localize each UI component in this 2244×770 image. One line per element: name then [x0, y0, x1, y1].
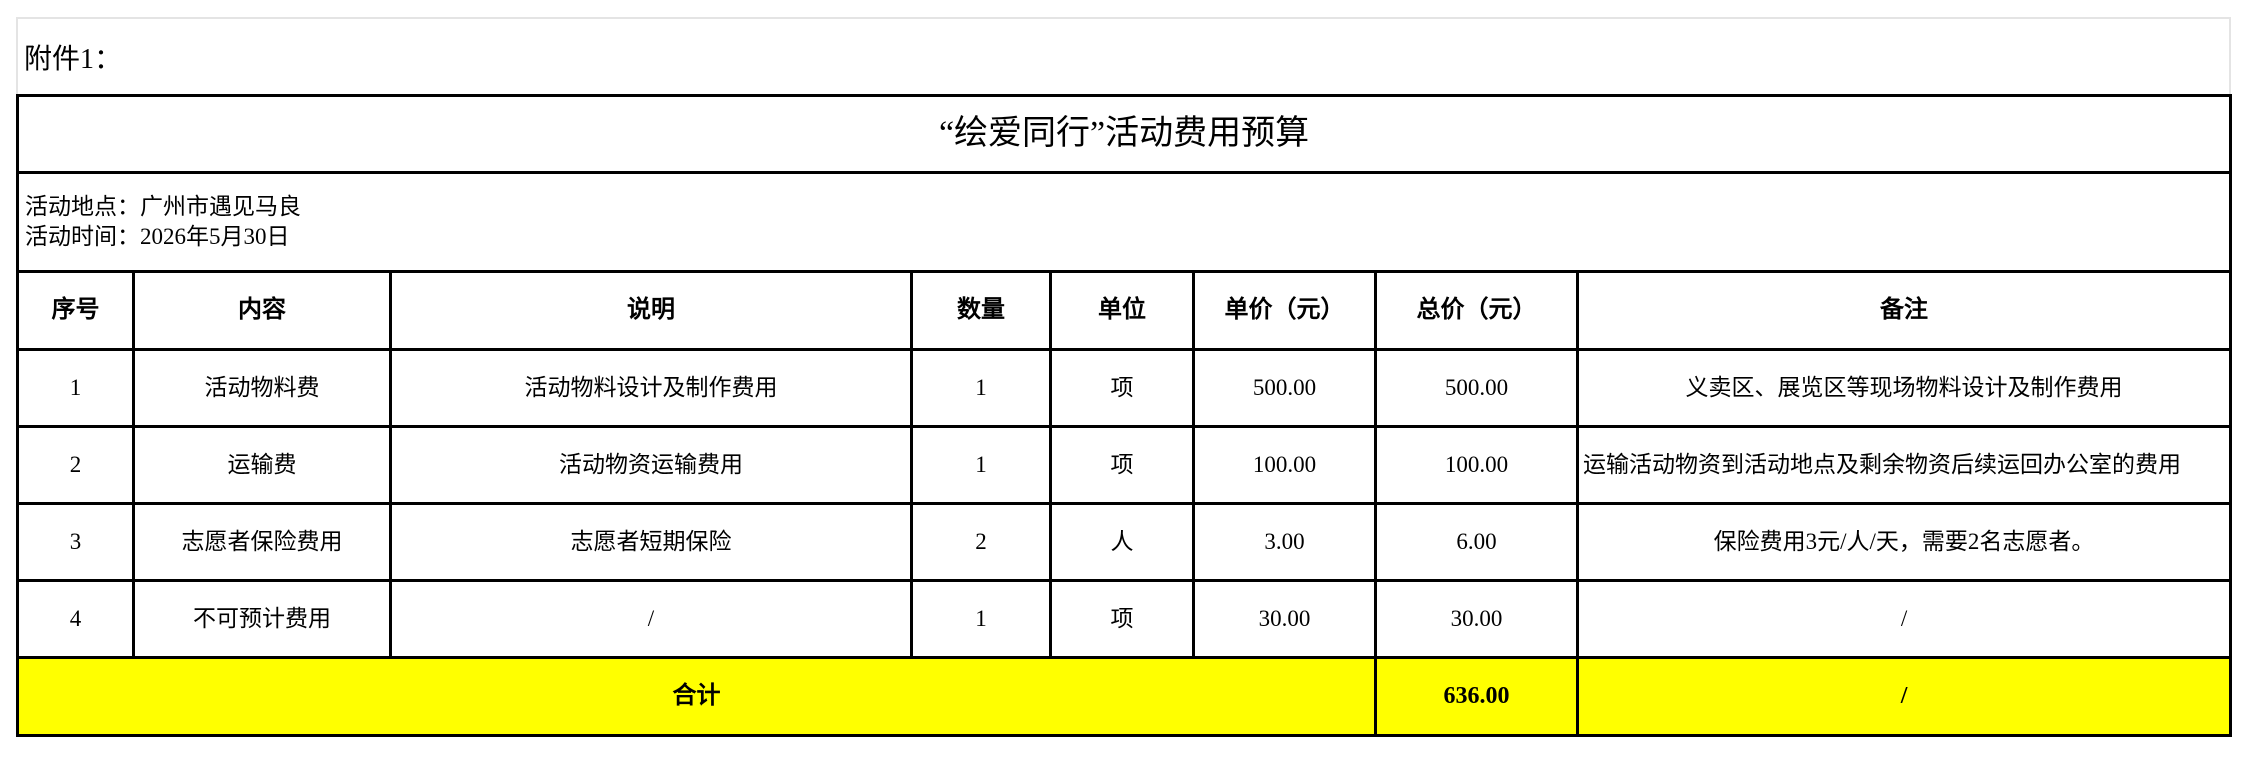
- cell-desc: /: [389, 579, 913, 659]
- total-value: 636.00: [1374, 656, 1579, 737]
- cell-content: 志愿者保险费用: [132, 502, 392, 582]
- table-row: 3 志愿者保险费用 志愿者短期保险 2 人 3.00 6.00 保险费用3元/人…: [16, 502, 2233, 582]
- header-desc: 说明: [389, 270, 913, 351]
- budget-table: “绘爱同行”活动费用预算 活动地点：广州市遇见马良 活动时间：2026年5月30…: [15, 94, 2233, 737]
- annex-label: 附件1：: [24, 43, 123, 75]
- cell-desc: 志愿者短期保险: [389, 502, 913, 582]
- cell-total: 500.00: [1374, 348, 1579, 428]
- cell-total: 100.00: [1374, 425, 1579, 505]
- cell-unit: 人: [1049, 502, 1195, 582]
- cell-price: 500.00: [1192, 348, 1377, 428]
- header-price: 单价（元）: [1192, 270, 1377, 351]
- total-row: 合计 636.00 /: [16, 656, 2233, 737]
- cell-content: 运输费: [132, 425, 392, 505]
- cell-unit: 项: [1049, 579, 1195, 659]
- header-content: 内容: [132, 270, 392, 351]
- table-row: 2 运输费 活动物资运输费用 1 项 100.00 100.00 运输活动物资到…: [16, 425, 2233, 505]
- cell-price: 100.00: [1192, 425, 1377, 505]
- cell-no: 2: [16, 425, 135, 505]
- event-time: 活动时间：2026年5月30日: [25, 224, 290, 249]
- cell-note: 运输活动物资到活动地点及剩余物资后续运回办公室的费用: [1575, 425, 2233, 505]
- budget-sheet: 附件1： “绘爱同行”活动费用预算 活动地点：广州市遇见马良 活动时间：2026…: [15, 17, 2233, 737]
- cell-qty: 1: [910, 579, 1052, 659]
- header-qty: 数量: [910, 270, 1052, 351]
- cell-total: 6.00: [1374, 502, 1579, 582]
- cell-content: 活动物料费: [132, 348, 392, 428]
- table-row: 1 活动物料费 活动物料设计及制作费用 1 项 500.00 500.00 义卖…: [16, 348, 2233, 428]
- event-info: 活动地点：广州市遇见马良 活动时间：2026年5月30日: [15, 171, 2233, 273]
- header-row: 序号 内容 说明 数量 单位 单价（元） 总价（元） 备注: [16, 270, 2233, 351]
- cell-unit: 项: [1049, 348, 1195, 428]
- cell-desc: 活动物资运输费用: [389, 425, 913, 505]
- header-note: 备注: [1575, 270, 2233, 351]
- cell-total: 30.00: [1374, 579, 1579, 659]
- cell-qty: 2: [910, 502, 1052, 582]
- cell-note: 义卖区、展览区等现场物料设计及制作费用: [1575, 348, 2233, 428]
- table-title: “绘爱同行”活动费用预算: [15, 94, 2233, 174]
- cell-qty: 1: [910, 348, 1052, 428]
- event-location: 活动地点：广州市遇见马良: [25, 194, 301, 220]
- cell-content: 不可预计费用: [132, 579, 392, 659]
- header-no: 序号: [16, 270, 135, 351]
- cell-note: /: [1575, 579, 2233, 659]
- total-note: /: [1575, 656, 2233, 737]
- cell-desc: 活动物料设计及制作费用: [389, 348, 913, 428]
- header-unit: 单位: [1049, 270, 1195, 351]
- cell-note: 保险费用3元/人/天，需要2名志愿者。: [1575, 502, 2233, 582]
- total-label: 合计: [16, 656, 1377, 737]
- cell-unit: 项: [1049, 425, 1195, 505]
- cell-qty: 1: [910, 425, 1052, 505]
- header-total: 总价（元）: [1374, 270, 1579, 351]
- cell-no: 4: [16, 579, 135, 659]
- cell-no: 1: [16, 348, 135, 428]
- cell-no: 3: [16, 502, 135, 582]
- table-row: 4 不可预计费用 / 1 项 30.00 30.00 /: [16, 579, 2233, 659]
- cell-price: 30.00: [1192, 579, 1377, 659]
- cell-price: 3.00: [1192, 502, 1377, 582]
